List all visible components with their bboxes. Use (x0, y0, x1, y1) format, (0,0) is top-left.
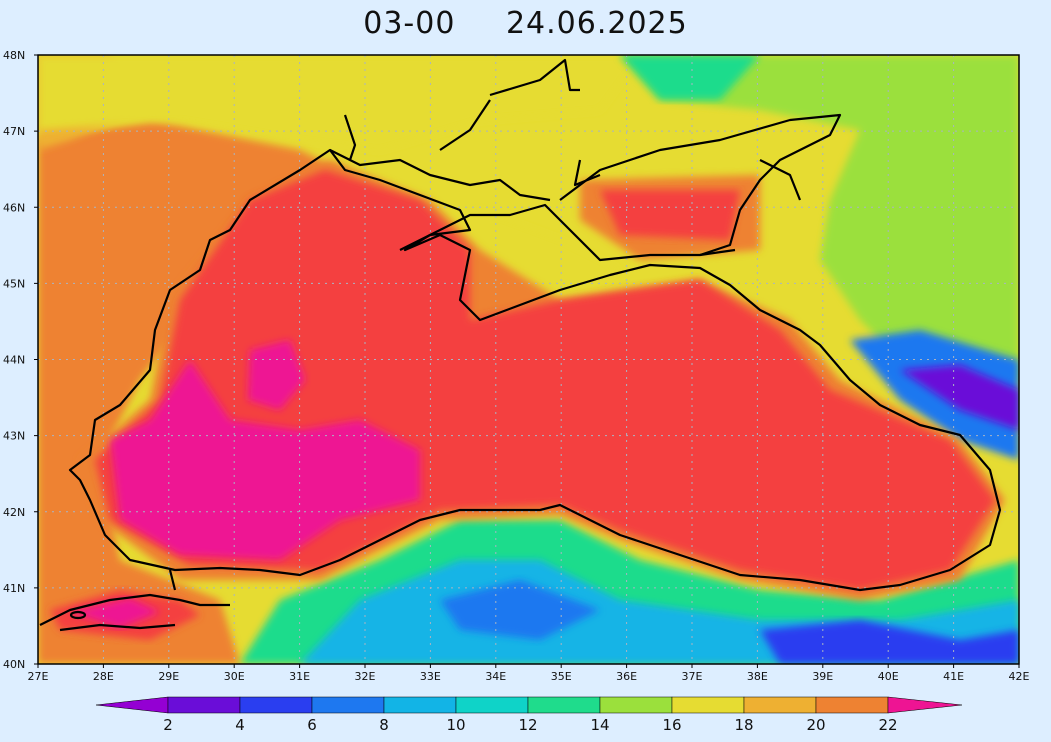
lon-label: 40E (878, 670, 899, 683)
lon-label: 42E (1009, 670, 1030, 683)
colorbar-label: 14 (590, 716, 609, 734)
colorbar-label: 6 (307, 716, 317, 734)
lon-label: 32E (355, 670, 376, 683)
lat-label: 44N (3, 354, 25, 367)
lon-label: 27E (28, 670, 49, 683)
longitude-axis: 27E 28E 29E 30E 31E 32E 33E 34E 35E 36E 37E 38E 39E 4… (28, 664, 1030, 683)
colorbar-label: 12 (518, 716, 537, 734)
colorbar-segment (239, 696, 313, 714)
colorbar-segment (743, 696, 817, 714)
lon-label: 28E (93, 670, 114, 683)
colorbar-label: 20 (806, 716, 825, 734)
lon-label: 37E (682, 670, 703, 683)
lat-label: 41N (3, 582, 25, 595)
lon-label: 38E (747, 670, 768, 683)
lon-label: 31E (289, 670, 310, 683)
lon-label: 39E (812, 670, 833, 683)
colorbar-segment (167, 696, 241, 714)
latitude-axis: 48N 47N 46N 45N 44N 43N 42N 41N 40N (3, 49, 38, 671)
colorbar-segment (455, 696, 529, 714)
colorbar-label: 2 (163, 716, 173, 734)
map-title: 03-00 24.06.2025 (363, 6, 688, 41)
colorbar-label: 8 (379, 716, 389, 734)
colorbar-label: 22 (878, 716, 897, 734)
lat-label: 46N (3, 201, 25, 214)
lon-label: 41E (943, 670, 964, 683)
coastline (39, 58, 1002, 632)
colorbar-segment (383, 696, 457, 714)
lat-label: 42N (3, 506, 25, 519)
colorbar-right-arrow (887, 696, 963, 714)
lon-label: 30E (224, 670, 245, 683)
lat-label: 48N (3, 49, 25, 62)
colorbar-segment (527, 696, 601, 714)
colorbar-segment (311, 696, 385, 714)
lon-label: 29E (158, 670, 179, 683)
colorbar: 2 4 6 8 10 12 14 16 18 20 22 (95, 696, 963, 734)
colorbar-segment (599, 696, 673, 714)
lon-label: 36E (616, 670, 637, 683)
lon-label: 34E (485, 670, 506, 683)
lat-label: 47N (3, 125, 25, 138)
lat-label: 43N (3, 430, 25, 443)
colorbar-segment (671, 696, 745, 714)
colorbar-label: 16 (662, 716, 681, 734)
lon-label: 33E (420, 670, 441, 683)
lat-label: 45N (3, 277, 25, 290)
coordinate-grid (38, 55, 1019, 664)
colorbar-segment (815, 696, 889, 714)
colorbar-left-arrow (95, 696, 169, 714)
lat-label: 40N (3, 658, 25, 671)
colorbar-label: 18 (734, 716, 753, 734)
colorbar-label: 4 (235, 716, 245, 734)
lon-label: 35E (551, 670, 572, 683)
colorbar-label: 10 (446, 716, 465, 734)
